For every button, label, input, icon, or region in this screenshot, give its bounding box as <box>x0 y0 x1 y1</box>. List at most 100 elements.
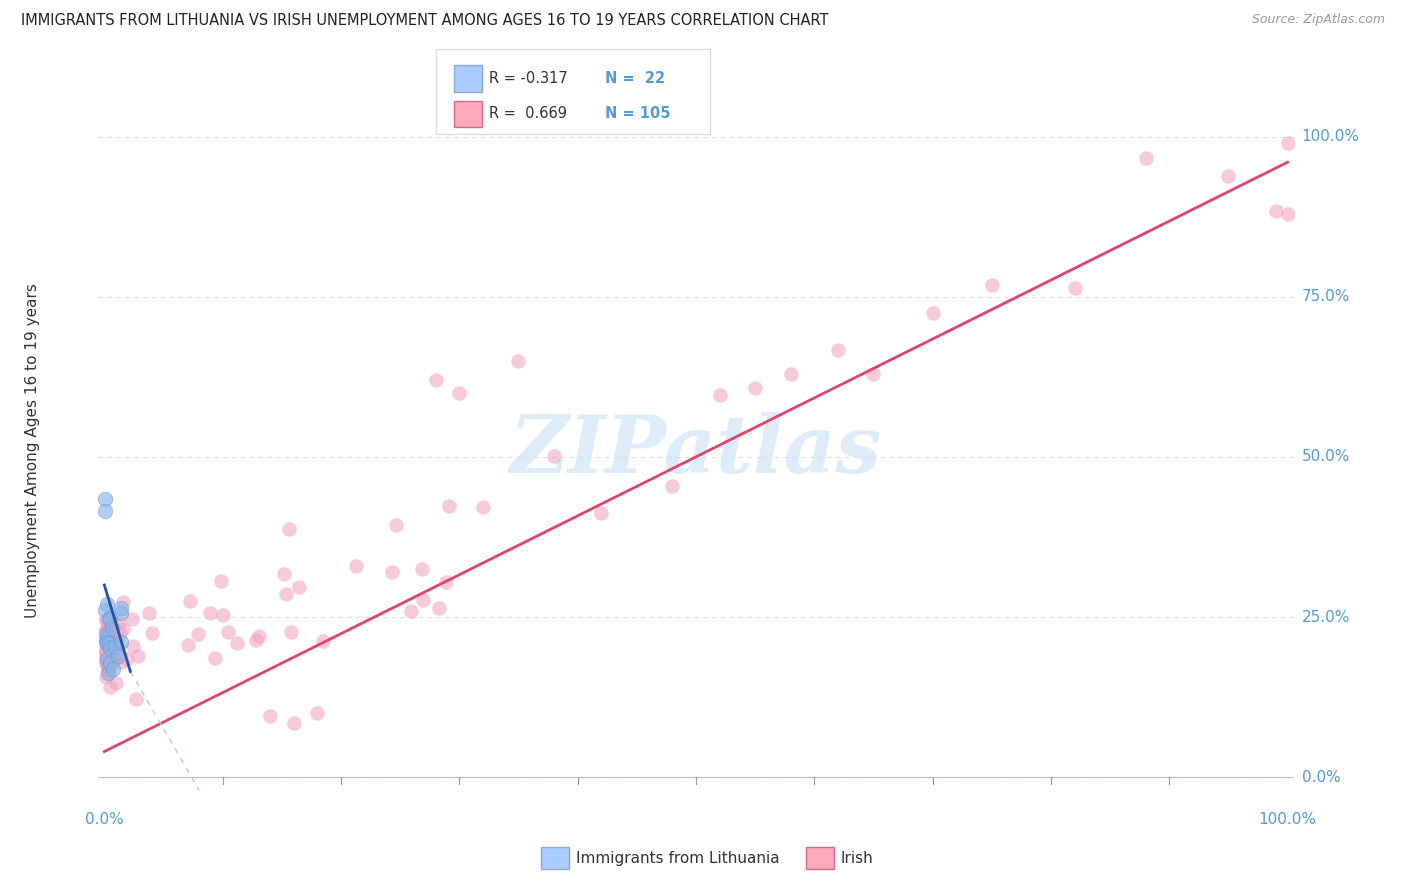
Point <box>101 621 124 635</box>
Point <box>94 491 117 506</box>
Point <box>1264 204 1286 219</box>
Point <box>97 658 120 673</box>
Point <box>94 655 117 669</box>
Point <box>94 636 117 650</box>
Point <box>110 606 132 620</box>
Point <box>103 635 125 649</box>
Point <box>744 381 766 395</box>
Point <box>104 640 127 655</box>
Point <box>97 624 120 638</box>
Point <box>96 643 118 657</box>
Point <box>108 626 131 640</box>
Point <box>247 629 270 643</box>
Point <box>273 567 295 582</box>
Point <box>411 562 433 576</box>
Point <box>98 635 121 649</box>
Point <box>434 574 457 589</box>
Point <box>209 574 232 588</box>
Point <box>101 635 124 649</box>
Point <box>543 450 565 464</box>
Point <box>779 368 801 382</box>
Point <box>1218 169 1240 183</box>
Point <box>94 627 117 641</box>
Point <box>103 651 125 665</box>
Point <box>101 621 124 635</box>
Point <box>921 306 943 320</box>
Text: N =  22: N = 22 <box>605 70 665 86</box>
Point <box>96 622 118 636</box>
Point <box>112 595 135 609</box>
Point <box>101 662 124 676</box>
Text: Source: ZipAtlas.com: Source: ZipAtlas.com <box>1251 13 1385 27</box>
Text: 75.0%: 75.0% <box>1302 289 1350 304</box>
Point <box>259 709 281 723</box>
Point <box>141 626 163 640</box>
Text: ZIPatlas: ZIPatlas <box>510 412 882 489</box>
Point <box>110 601 132 615</box>
Point <box>1277 136 1299 151</box>
Point <box>412 593 434 607</box>
Point <box>287 580 309 594</box>
Point <box>226 635 249 649</box>
Point <box>96 597 118 611</box>
Point <box>827 343 849 357</box>
Point <box>425 373 447 387</box>
Point <box>1135 152 1157 166</box>
Point <box>1063 281 1085 295</box>
Point <box>96 632 118 647</box>
Point <box>198 606 221 620</box>
Point <box>472 500 495 514</box>
Point <box>177 638 200 652</box>
Point <box>94 648 117 662</box>
Point <box>96 624 118 639</box>
Point <box>429 601 451 615</box>
Point <box>98 636 121 650</box>
Point <box>94 612 117 626</box>
Point <box>96 635 118 649</box>
Point <box>591 507 613 521</box>
Point <box>280 625 302 640</box>
Point <box>110 655 132 669</box>
Point <box>97 640 120 655</box>
Point <box>96 630 118 644</box>
Point <box>98 612 121 626</box>
Point <box>107 648 129 663</box>
Text: Unemployment Among Ages 16 to 19 years: Unemployment Among Ages 16 to 19 years <box>25 283 41 618</box>
Point <box>105 644 128 658</box>
Point <box>97 665 120 679</box>
Point <box>307 706 329 720</box>
Point <box>344 558 367 573</box>
Point <box>94 614 117 628</box>
Point <box>138 606 160 620</box>
Point <box>283 715 305 730</box>
Text: 100.0%: 100.0% <box>1258 813 1316 828</box>
Text: 0.0%: 0.0% <box>1302 770 1340 785</box>
Point <box>104 676 127 690</box>
Text: Irish: Irish <box>841 851 873 865</box>
Text: 50.0%: 50.0% <box>1302 450 1350 465</box>
Point <box>94 504 117 518</box>
Point <box>121 639 143 653</box>
Point <box>94 656 117 670</box>
Point <box>94 670 117 684</box>
Point <box>112 622 135 636</box>
Point <box>709 387 731 401</box>
Point <box>108 615 131 630</box>
Text: IMMIGRANTS FROM LITHUANIA VS IRISH UNEMPLOYMENT AMONG AGES 16 TO 19 YEARS CORREL: IMMIGRANTS FROM LITHUANIA VS IRISH UNEMP… <box>21 13 828 29</box>
Point <box>204 651 226 665</box>
Point <box>212 607 235 622</box>
Text: 0.0%: 0.0% <box>84 813 124 828</box>
Point <box>98 656 121 670</box>
Text: Immigrants from Lithuania: Immigrants from Lithuania <box>576 851 780 865</box>
Point <box>277 522 299 536</box>
Point <box>661 479 683 493</box>
Point <box>385 518 408 533</box>
Point <box>98 680 121 694</box>
Text: N = 105: N = 105 <box>605 106 671 121</box>
Point <box>94 642 117 657</box>
Point <box>97 628 120 642</box>
Point <box>94 646 117 660</box>
Point <box>96 652 118 666</box>
Text: 100.0%: 100.0% <box>1302 129 1360 144</box>
Point <box>104 651 127 665</box>
